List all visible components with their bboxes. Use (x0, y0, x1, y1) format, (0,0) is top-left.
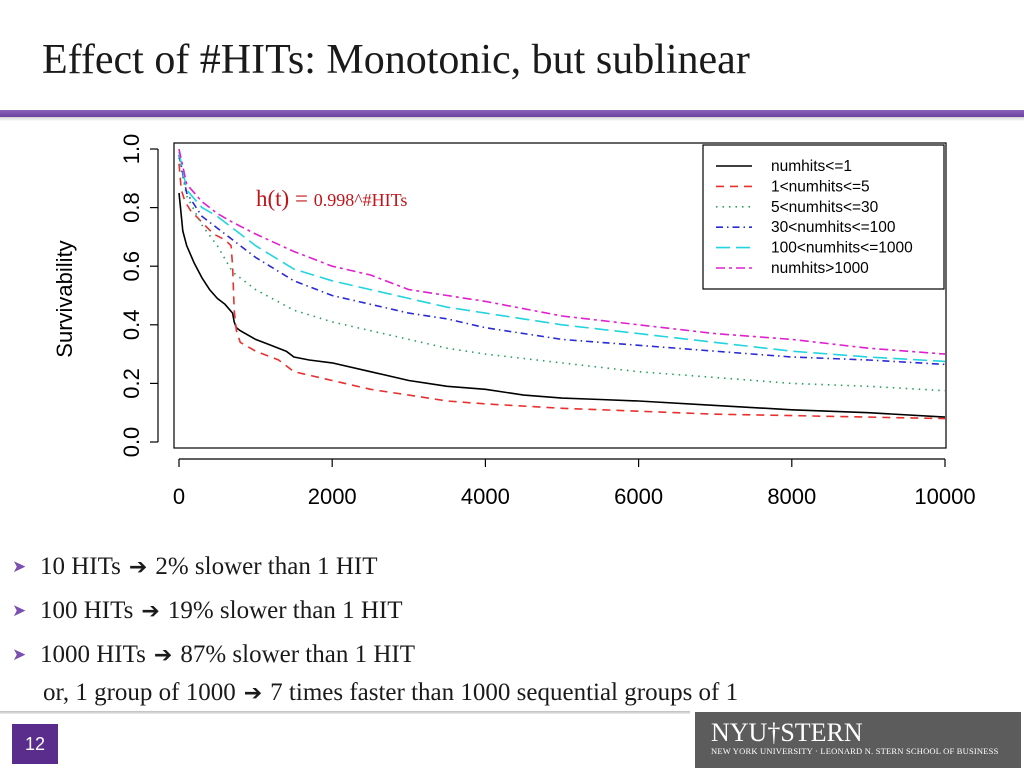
annotation-formula: 0.998^#HITs (314, 190, 408, 210)
series-line-6 (178, 148, 946, 355)
series-line-1 (178, 192, 946, 418)
footer-divider (0, 711, 690, 714)
series-line-5 (178, 151, 946, 363)
legend-label: 30<numhits<=100 (771, 219, 896, 236)
series-line-3 (178, 157, 946, 392)
bullet-list: ➤ 10 HITs ➔ 2% slower than 1 HIT ➤ 100 H… (12, 545, 738, 715)
legend-label: 1<numhits<=5 (771, 178, 870, 195)
right-arrow-icon: ➔ (243, 680, 263, 706)
x-tick-label: 10000 (914, 484, 975, 509)
title-divider (0, 110, 1024, 117)
legend-label: 100<numhits<=1000 (771, 240, 913, 257)
bullet-item: ➤ 100 HITs ➔ 19% slower than 1 HIT (12, 589, 738, 633)
y-tick-label: 0.6 (119, 251, 144, 282)
legend-label: 5<numhits<=30 (771, 199, 879, 216)
logo-subtitle: NEW YORK UNIVERSITY · LEONARD N. STERN S… (711, 746, 999, 756)
right-arrow-icon: ➔ (141, 598, 160, 624)
plot-frame (173, 142, 947, 449)
y-tick-label: 0.4 (119, 310, 144, 341)
slide-title: Effect of #HITs: Monotonic, but sublinea… (42, 37, 750, 83)
series-line-2 (178, 163, 946, 420)
bullet-tail: 87% slower than 1 HIT (180, 641, 415, 668)
x-tick-label: 0 (173, 484, 185, 509)
bullet-item: ➤ 10 HITs ➔ 2% slower than 1 HIT (12, 545, 738, 589)
nyu-stern-logo: NYU†STERN NEW YORK UNIVERSITY · LEONARD … (695, 712, 1021, 768)
hazard-annotation: h(t) = 0.998^#HITs (256, 186, 407, 211)
bullet-continuation: or, 1 group of 1000 ➔ 7 times faster tha… (12, 671, 738, 715)
bullet-arrow-icon: ➤ (12, 645, 27, 664)
bullet-item: ➤ 1000 HITs ➔ 87% slower than 1 HIT (12, 633, 738, 677)
y-tick-label: 0.8 (119, 192, 144, 223)
x-tick-label: 2000 (308, 484, 357, 509)
bullet-lead: 100 HITs (40, 597, 134, 624)
legend-box (702, 144, 945, 290)
x-tick-label: 8000 (767, 484, 816, 509)
bullet-lead: 1000 HITs (40, 641, 146, 668)
bullet-arrow-icon: ➤ (12, 557, 27, 576)
y-tick-label: 1.0 (119, 134, 144, 165)
annotation-prefix: h(t) = (256, 186, 314, 211)
bullet-tail: 2% slower than 1 HIT (155, 553, 378, 580)
x-tick-label: 6000 (614, 484, 663, 509)
series-line-4 (178, 154, 946, 366)
continuation-lead: or, 1 group of 1000 (43, 679, 236, 706)
title-divider-shadow (0, 117, 1024, 121)
continuation-tail: 7 times faster than 1000 sequential grou… (270, 679, 739, 706)
x-tick-label: 4000 (461, 484, 510, 509)
right-arrow-icon: ➔ (153, 642, 173, 668)
bullet-arrow-icon: ➤ (12, 601, 27, 620)
bullet-lead: 10 HITs (40, 553, 121, 580)
page-number: 12 (12, 724, 58, 764)
y-tick-label: 0.0 (119, 427, 144, 458)
y-tick-label: 0.2 (119, 368, 144, 399)
y-axis-label: Survivability (52, 240, 77, 357)
legend-label: numhits<=1 (771, 158, 852, 175)
survival-chart: 0200040006000800010000Minutes0.00.20.40.… (52, 134, 976, 509)
legend-label: numhits>1000 (771, 260, 869, 277)
bullet-tail: 19% slower than 1 HIT (167, 597, 403, 624)
logo-wordmark: NYU†STERN (711, 718, 863, 747)
right-arrow-icon: ➔ (128, 554, 148, 580)
